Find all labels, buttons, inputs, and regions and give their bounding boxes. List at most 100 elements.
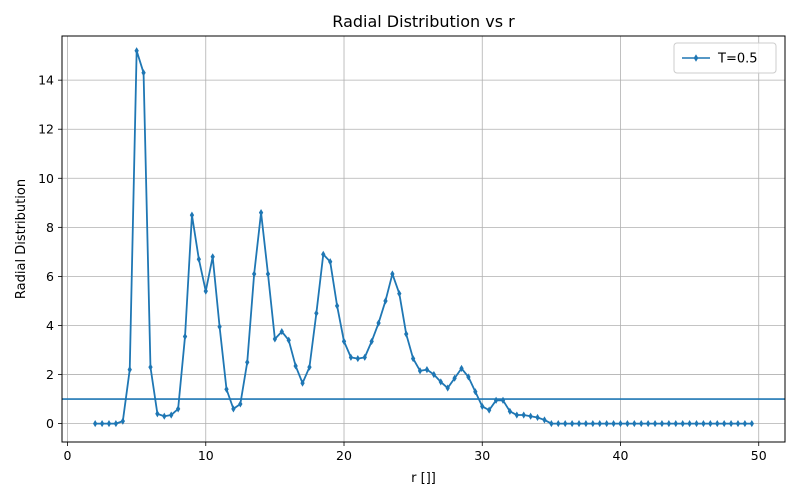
data-point [300, 379, 305, 387]
data-point [162, 412, 167, 420]
data-point [549, 420, 554, 428]
legend-series-marker [693, 54, 699, 62]
data-point [535, 413, 540, 422]
chart-title: Radial Distribution vs r [332, 12, 515, 31]
data-point [701, 420, 706, 428]
data-point [369, 337, 374, 345]
data-point [293, 362, 298, 370]
y-tick-label: 14 [38, 73, 54, 88]
data-point [272, 335, 278, 343]
data-point [355, 355, 361, 363]
data-point [321, 250, 326, 258]
data-point [99, 420, 105, 428]
data-point [459, 364, 464, 372]
data-point [251, 270, 257, 278]
data-point [182, 332, 188, 341]
data-point [155, 410, 160, 418]
legend: T=0.5 [673, 42, 777, 74]
data-point [500, 396, 506, 404]
series-layer [93, 47, 754, 428]
data-point [694, 420, 699, 428]
legend-series-label: T=0.5 [717, 52, 758, 67]
data-point [390, 270, 395, 278]
data-point [583, 420, 589, 428]
x-tick-label: 10 [198, 448, 214, 463]
data-point [286, 336, 291, 344]
data-point [203, 287, 208, 295]
data-point [652, 420, 658, 428]
data-point [431, 370, 437, 379]
data-point [106, 420, 112, 428]
x-axis-label: r []] [411, 471, 436, 486]
data-point [480, 402, 485, 410]
data-point [597, 420, 602, 428]
grid-lines [62, 36, 785, 442]
data-point [258, 209, 264, 217]
data-point [224, 385, 229, 393]
y-tick-label: 8 [46, 220, 54, 235]
data-point [486, 406, 492, 414]
data-point [666, 420, 672, 428]
data-point [334, 302, 340, 310]
data-point [93, 420, 98, 428]
data-point [473, 388, 478, 396]
data-point [231, 405, 236, 413]
data-point [141, 69, 146, 77]
x-axis-ticks: 0 10 20 30 40 50 [64, 442, 767, 463]
x-tick-label: 20 [336, 448, 352, 463]
data-point [238, 400, 243, 408]
data-point [120, 417, 125, 425]
data-point [169, 411, 174, 419]
data-point [659, 420, 665, 428]
data-point [314, 309, 319, 317]
data-point [680, 420, 685, 428]
data-point [528, 412, 533, 420]
data-point [604, 420, 609, 428]
data-point [383, 297, 388, 305]
data-point [708, 420, 713, 428]
data-point [611, 420, 616, 428]
data-point [438, 378, 443, 386]
data-point [175, 405, 181, 413]
y-tick-label: 0 [46, 416, 54, 431]
data-point [542, 416, 547, 424]
data-point [417, 367, 423, 375]
y-tick-label: 2 [46, 367, 54, 382]
data-point [397, 290, 402, 298]
plot-frame [61, 35, 786, 443]
data-point [735, 420, 741, 428]
data-point [424, 366, 430, 374]
data-point [673, 420, 678, 428]
y-axis-label: Radial Distribution [14, 179, 29, 299]
data-point [127, 366, 132, 374]
y-axis-ticks: 0 2 4 6 8 10 12 14 [38, 73, 62, 431]
data-point [742, 420, 748, 428]
data-point [728, 420, 734, 428]
data-point [514, 411, 519, 419]
x-tick-label: 40 [613, 448, 629, 463]
data-point [404, 330, 409, 338]
data-point [217, 323, 222, 331]
data-point [410, 355, 416, 363]
data-point [569, 420, 575, 428]
y-tick-label: 10 [38, 171, 54, 186]
y-tick-label: 6 [46, 269, 54, 284]
data-point [279, 328, 284, 336]
data-point [445, 384, 450, 392]
data-point [210, 253, 215, 261]
data-point [749, 420, 754, 428]
data-point [348, 353, 354, 361]
x-tick-label: 0 [64, 448, 72, 463]
data-point [715, 420, 720, 428]
data-point [590, 420, 596, 428]
data-point [328, 258, 333, 266]
data-point [722, 420, 727, 428]
data-point [134, 47, 139, 55]
legend-box [673, 42, 777, 74]
data-point [466, 373, 471, 381]
data-point [113, 420, 119, 428]
data-point [452, 374, 457, 382]
x-tick-label: 50 [751, 448, 767, 463]
